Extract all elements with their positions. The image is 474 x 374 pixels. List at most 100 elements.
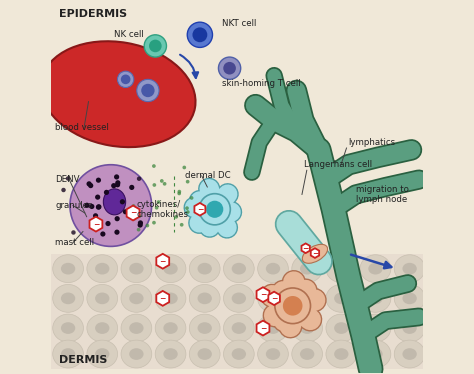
Circle shape [71,230,76,235]
Circle shape [93,213,98,218]
Ellipse shape [232,292,246,304]
Ellipse shape [164,348,178,360]
Text: granules: granules [55,201,92,210]
Ellipse shape [326,314,356,342]
Ellipse shape [300,292,314,304]
Ellipse shape [61,263,75,275]
Text: NK cell: NK cell [114,30,144,39]
Circle shape [120,199,125,204]
Ellipse shape [266,292,280,304]
Ellipse shape [334,348,348,360]
Circle shape [206,201,223,218]
Ellipse shape [334,322,348,334]
Ellipse shape [189,255,220,283]
Circle shape [121,74,130,84]
Text: migration to
lymph node: migration to lymph node [356,185,409,204]
Circle shape [132,217,136,221]
Ellipse shape [155,255,186,283]
Ellipse shape [368,263,383,275]
Circle shape [185,206,189,210]
Circle shape [177,191,181,195]
Circle shape [111,183,116,188]
Circle shape [219,57,241,79]
Ellipse shape [95,322,109,334]
Circle shape [174,215,178,219]
Circle shape [66,176,70,181]
Circle shape [134,215,138,218]
Ellipse shape [53,255,83,283]
Circle shape [129,185,134,190]
Circle shape [138,220,143,226]
Ellipse shape [360,314,391,342]
Ellipse shape [326,285,356,312]
Ellipse shape [266,322,280,334]
Text: −: − [160,294,166,303]
Ellipse shape [189,314,220,342]
Polygon shape [194,203,205,215]
Text: −: − [93,220,99,229]
Polygon shape [156,254,169,269]
Circle shape [275,288,310,324]
Ellipse shape [232,322,246,334]
Circle shape [141,84,155,97]
Ellipse shape [87,285,118,312]
Ellipse shape [129,348,144,360]
Text: −: − [197,205,203,214]
Text: skin-homing T cell: skin-homing T cell [222,79,301,88]
Ellipse shape [232,263,246,275]
Ellipse shape [266,263,280,275]
Ellipse shape [189,285,220,312]
Text: EPIDERMIS: EPIDERMIS [59,9,127,19]
Text: −: − [302,244,309,253]
Ellipse shape [232,348,246,360]
Ellipse shape [164,263,178,275]
Circle shape [155,206,158,209]
Circle shape [96,204,101,209]
Ellipse shape [326,255,356,283]
Polygon shape [156,291,169,306]
Circle shape [190,196,193,200]
Ellipse shape [258,255,288,283]
Ellipse shape [164,292,178,304]
Circle shape [61,188,66,192]
Ellipse shape [334,263,348,275]
Circle shape [153,183,156,187]
Circle shape [96,205,101,210]
Ellipse shape [189,340,220,368]
Polygon shape [311,248,319,258]
Text: −: − [271,294,277,303]
Ellipse shape [129,322,144,334]
Circle shape [115,182,120,187]
Ellipse shape [402,263,417,275]
Text: blood vessel: blood vessel [55,123,109,132]
Text: dermal DC: dermal DC [185,171,231,180]
Ellipse shape [402,322,417,334]
Polygon shape [301,243,310,253]
Ellipse shape [129,263,144,275]
Circle shape [160,179,164,183]
Ellipse shape [95,348,109,360]
Ellipse shape [155,340,186,368]
Circle shape [192,27,207,42]
Ellipse shape [300,348,314,360]
Ellipse shape [302,244,328,263]
Ellipse shape [300,263,314,275]
Circle shape [132,204,136,208]
Polygon shape [256,287,269,302]
Circle shape [186,210,190,214]
Circle shape [115,180,120,186]
Text: −: − [260,290,266,299]
Ellipse shape [223,255,254,283]
Ellipse shape [394,255,425,283]
Text: −: − [160,257,166,266]
Ellipse shape [198,292,212,304]
Circle shape [115,216,120,221]
Circle shape [180,223,183,227]
Circle shape [186,180,190,184]
Ellipse shape [121,340,152,368]
Ellipse shape [223,340,254,368]
Ellipse shape [61,292,75,304]
Circle shape [157,200,160,204]
Ellipse shape [53,285,83,312]
Circle shape [84,203,90,208]
